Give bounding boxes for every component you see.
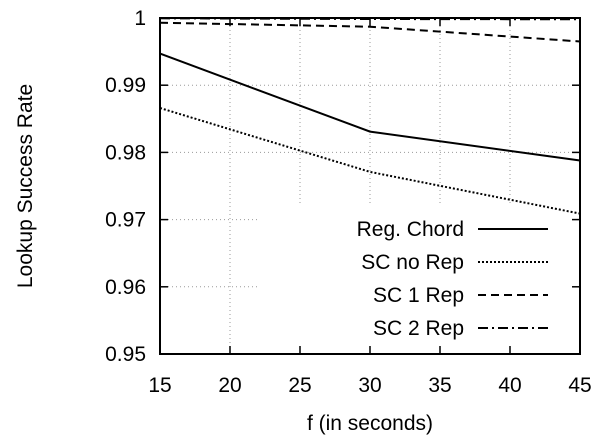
series-line (159, 107, 581, 215)
y-tick-label: 1 (134, 7, 146, 30)
x-tick-label: 25 (288, 374, 311, 397)
x-tick-label: 30 (358, 374, 381, 397)
grid-lines (160, 18, 580, 354)
axis-ticks: 15 20 25 30 35 40 45 0.95 0.96 0.97 0.98 0.99 1 (105, 7, 592, 397)
y-tick-label: 0.96 (105, 276, 146, 299)
legend-label: SC no Rep (361, 251, 464, 274)
x-tick-label: 15 (148, 374, 171, 397)
legend-label: SC 2 Rep (373, 317, 464, 340)
x-tick-label: 40 (498, 374, 521, 397)
legend-label: Reg. Chord (357, 218, 464, 241)
y-tick-label: 0.97 (105, 209, 146, 232)
legend-label: SC 1 Rep (373, 284, 464, 307)
legend: Reg. Chord SC no Rep SC 1 Rep SC 2 Rep (357, 218, 548, 340)
series-line (159, 52, 581, 162)
x-axis-title: f (in seconds) (307, 412, 433, 435)
y-axis-title: Lookup Success Rate (14, 84, 37, 288)
y-tick-label: 0.95 (105, 343, 146, 366)
x-tick-label: 45 (568, 374, 591, 397)
y-tick-label: 0.98 (105, 141, 146, 164)
x-tick-label: 20 (218, 374, 241, 397)
y-tick-label: 0.99 (105, 74, 146, 97)
series-layer (159, 17, 581, 215)
x-tick-label: 35 (428, 374, 451, 397)
